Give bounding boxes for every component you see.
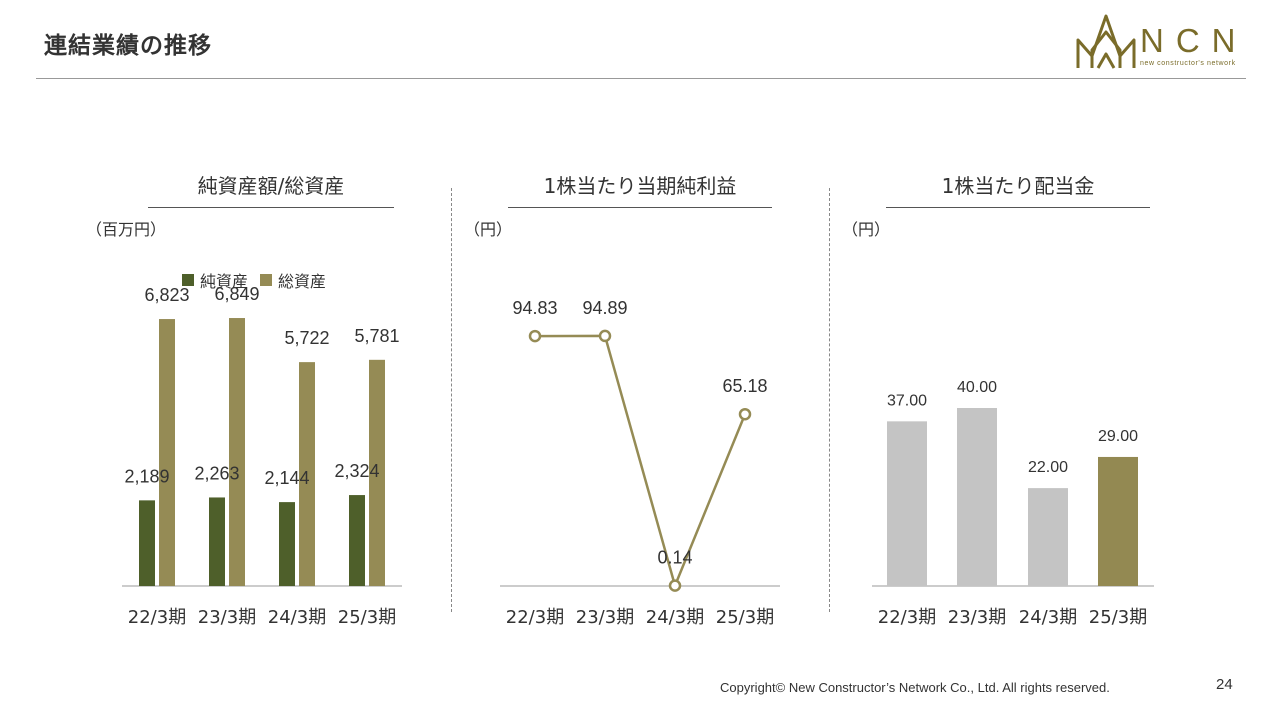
data-label-dividend: 37.00 bbox=[887, 392, 927, 409]
data-label-net-assets: 2,144 bbox=[264, 468, 309, 488]
bar-dividend bbox=[1028, 488, 1068, 586]
data-label-total-assets: 6,823 bbox=[144, 285, 189, 305]
assets-unit-label: （百万円） bbox=[86, 220, 167, 239]
data-label-eps: 65.18 bbox=[722, 376, 767, 396]
header-divider bbox=[36, 78, 1246, 79]
eps-unit-label: （円） bbox=[464, 220, 513, 239]
data-label-eps: 0.14 bbox=[657, 548, 692, 568]
data-label-total-assets: 6,849 bbox=[214, 284, 259, 304]
x-tick-label: 22/3期 bbox=[506, 607, 564, 628]
data-label-total-assets: 5,722 bbox=[284, 328, 329, 348]
bar-dividend bbox=[887, 421, 927, 586]
logo-tagline: new constructor's network bbox=[1140, 60, 1236, 67]
bar-net-assets bbox=[209, 497, 225, 586]
company-logo: NCN new constructor's network bbox=[1072, 10, 1248, 72]
eps-line bbox=[534, 334, 747, 590]
eps-point bbox=[598, 329, 612, 343]
assets-panel-title: 純資産額/総資産 bbox=[148, 170, 394, 208]
data-label-net-assets: 2,189 bbox=[124, 466, 169, 486]
data-label-net-assets: 2,324 bbox=[334, 461, 379, 481]
eps-point bbox=[668, 579, 682, 592]
dividend-panel-title: 1株当たり配当金 bbox=[886, 170, 1150, 208]
bar-net-assets bbox=[349, 495, 365, 586]
data-label-eps: 94.89 bbox=[582, 298, 627, 318]
legend-swatch-net-assets bbox=[182, 274, 194, 286]
x-tick-label: 23/3期 bbox=[948, 607, 1006, 628]
eps-panel-title: 1株当たり当期純利益 bbox=[508, 170, 772, 208]
legend-swatch-total-assets bbox=[260, 274, 273, 286]
x-tick-label: 24/3期 bbox=[1019, 607, 1077, 628]
data-label-eps: 94.83 bbox=[512, 298, 557, 318]
legend-label-net-assets: 純資産 bbox=[200, 272, 249, 291]
copyright-text: Copyright© New Constructor’s Network Co.… bbox=[720, 680, 1110, 695]
legend-item-total-assets: 総資産 bbox=[260, 268, 326, 292]
x-tick-label: 22/3期 bbox=[878, 607, 936, 628]
bar-net-assets bbox=[139, 500, 155, 586]
bar-dividend bbox=[1098, 456, 1138, 586]
panel-divider-right bbox=[829, 188, 830, 612]
data-label-net-assets: 2,263 bbox=[194, 463, 239, 483]
bar-total-assets bbox=[159, 319, 175, 586]
data-label-dividend: 40.00 bbox=[957, 379, 997, 396]
legend-label-total-assets: 総資産 bbox=[278, 272, 327, 291]
logo-mark-icon bbox=[1076, 14, 1136, 69]
bar-total-assets bbox=[229, 318, 245, 586]
x-tick-label: 22/3期 bbox=[128, 607, 186, 628]
bar-net-assets bbox=[279, 502, 295, 586]
page-title: 連結業績の推移 bbox=[44, 33, 212, 59]
data-label-dividend: 22.00 bbox=[1028, 459, 1068, 476]
eps-point bbox=[738, 407, 752, 421]
panel-divider-left bbox=[451, 188, 452, 612]
x-tick-label: 25/3期 bbox=[1089, 607, 1147, 628]
bar-total-assets bbox=[299, 362, 315, 586]
x-tick-label: 23/3期 bbox=[198, 607, 256, 628]
x-tick-label: 24/3期 bbox=[646, 607, 704, 628]
assets-legend: 純資産 総資産 bbox=[182, 268, 338, 292]
bar-dividend bbox=[957, 408, 997, 586]
x-tick-label: 25/3期 bbox=[338, 607, 396, 628]
eps-point bbox=[528, 329, 542, 343]
page-number: 24 bbox=[1216, 676, 1233, 693]
x-tick-label: 25/3期 bbox=[716, 607, 774, 628]
x-tick-label: 23/3期 bbox=[576, 607, 634, 628]
bar-total-assets bbox=[369, 359, 385, 586]
x-tick-label: 24/3期 bbox=[268, 607, 326, 628]
logo-text: NCN bbox=[1140, 22, 1248, 59]
dividend-unit-label: （円） bbox=[842, 220, 891, 239]
data-label-total-assets: 5,781 bbox=[354, 326, 399, 346]
data-label-dividend: 29.00 bbox=[1098, 428, 1138, 445]
legend-item-net-assets: 純資産 bbox=[182, 268, 248, 292]
